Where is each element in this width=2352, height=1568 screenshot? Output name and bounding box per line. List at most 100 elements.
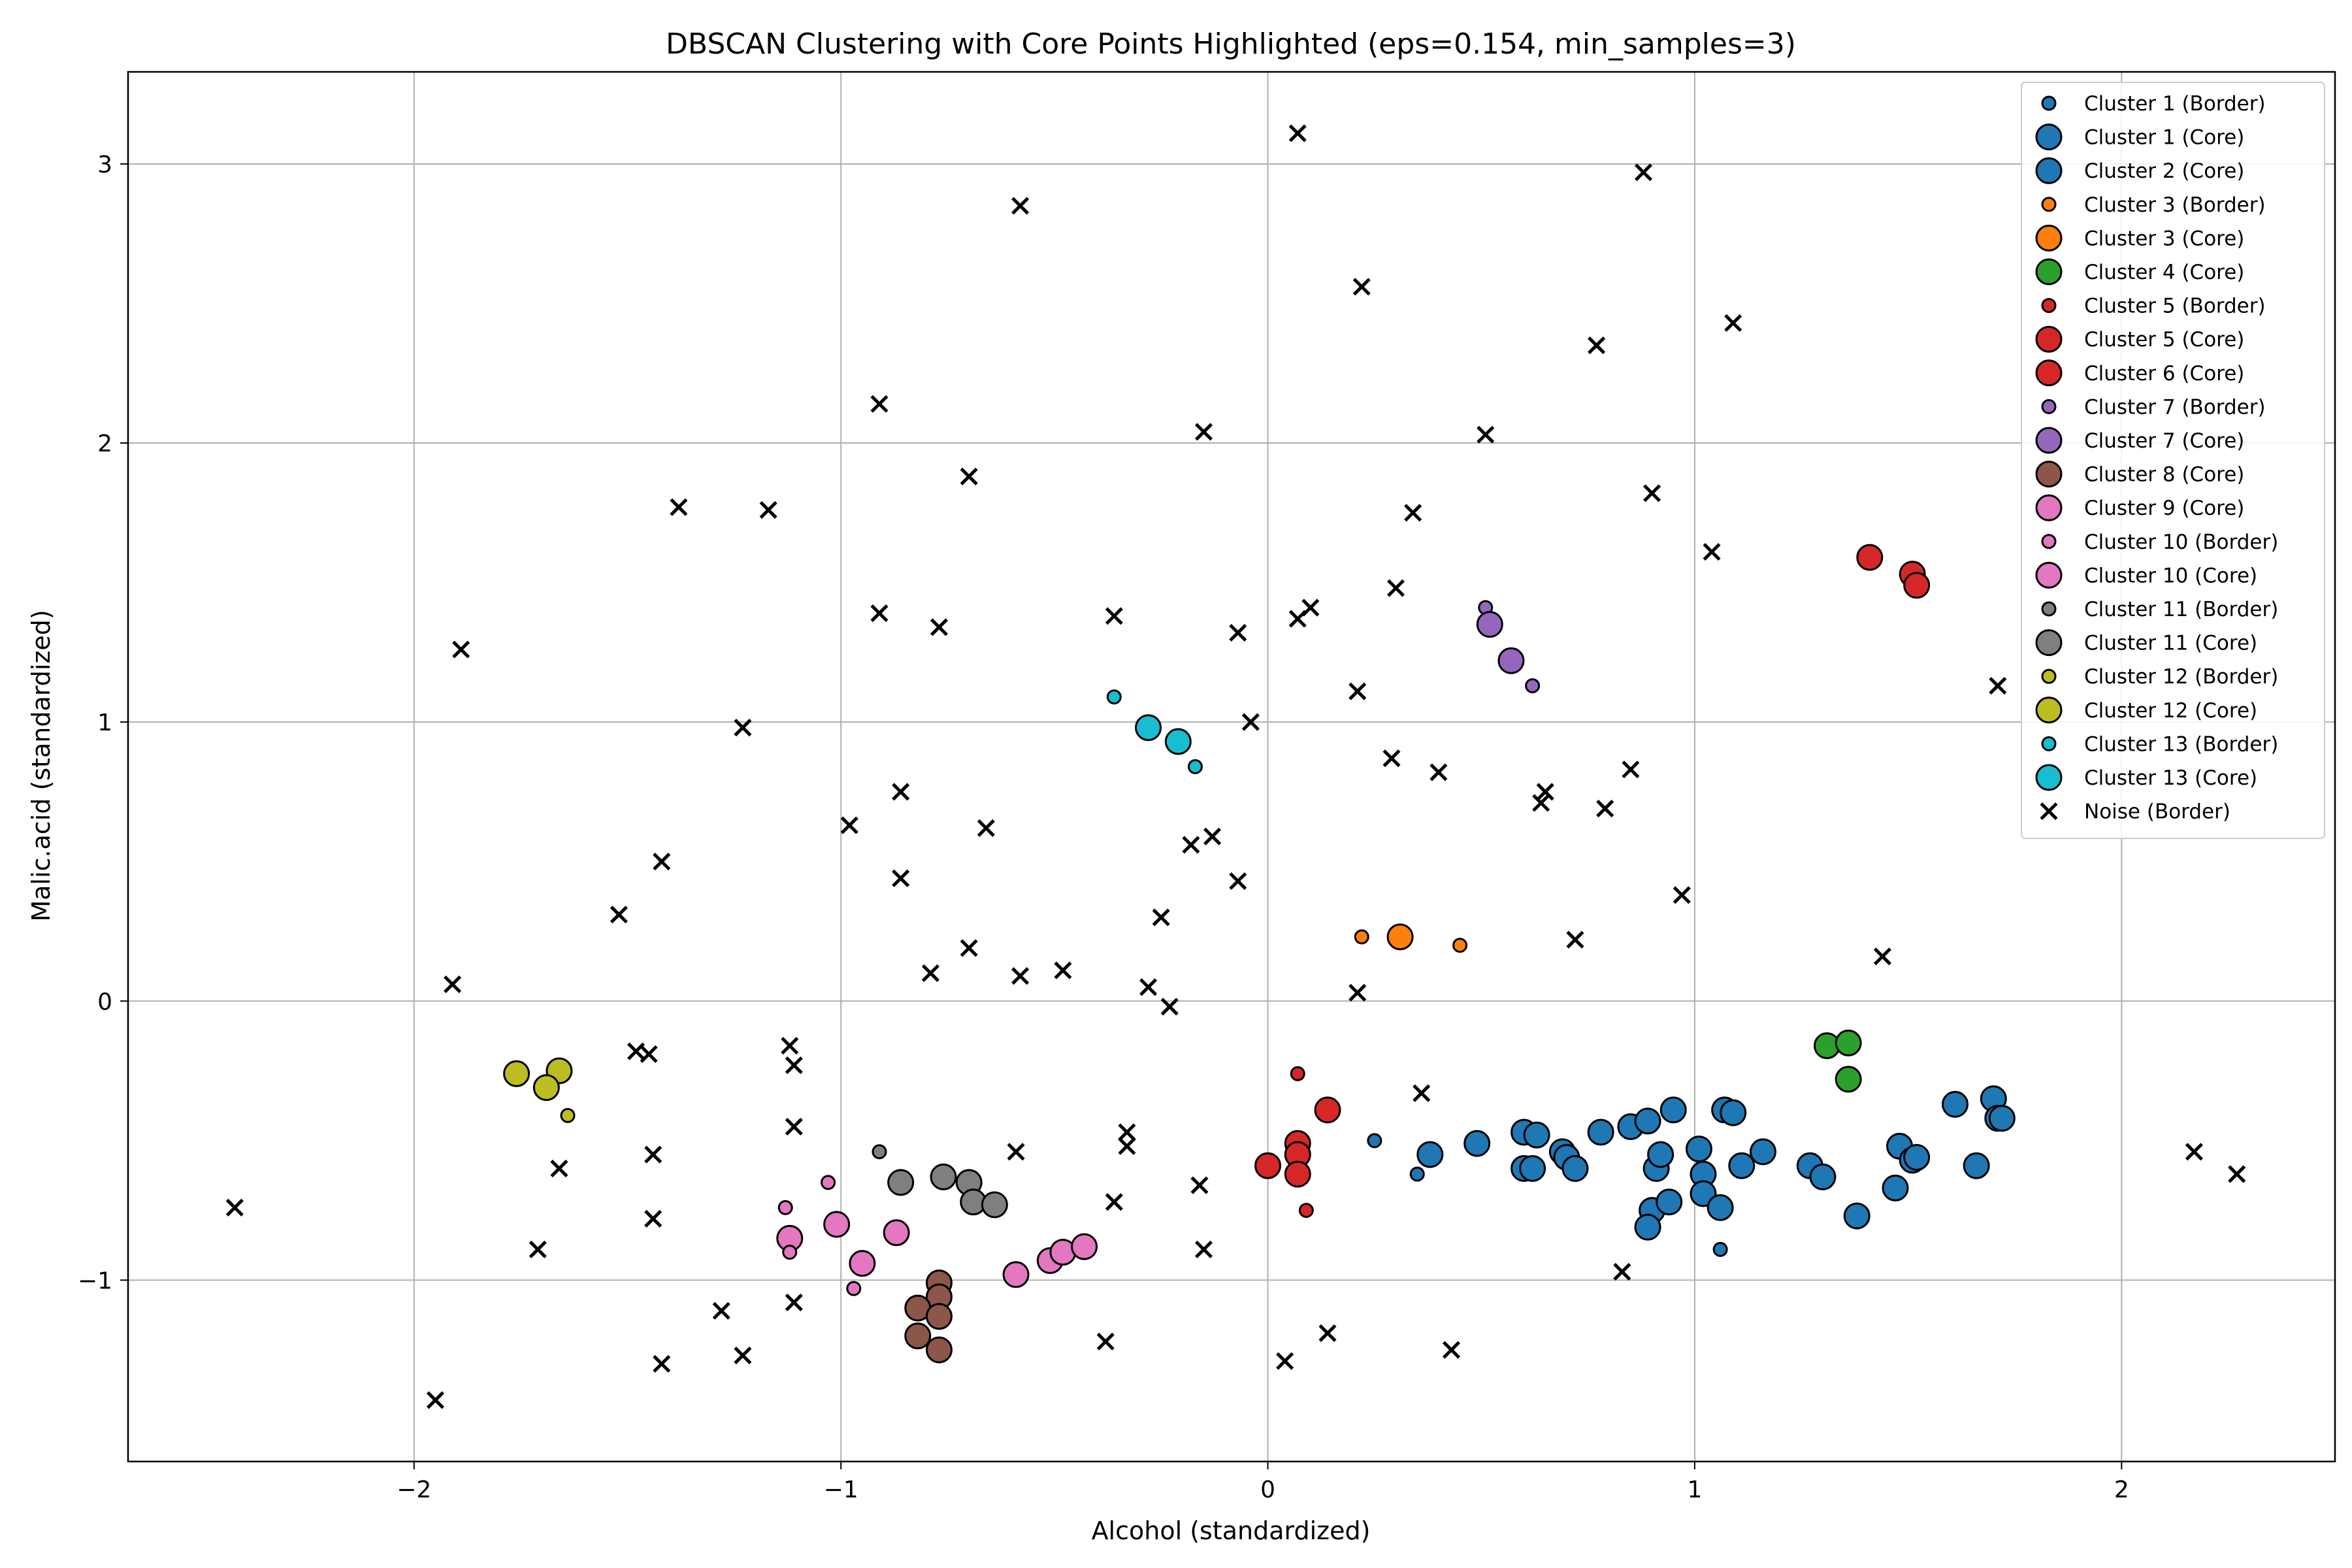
cluster-point [1002,1261,1030,1288]
legend-marker [2041,399,2057,414]
y-tick-label: 1 [97,710,112,736]
noise-point [1442,1341,1461,1359]
cluster-point [925,1303,953,1330]
cluster-point [872,1144,887,1160]
noise-point [977,819,995,837]
legend-label: Cluster 8 (Core) [2084,463,2244,487]
noise-point [1622,760,1640,779]
noise-point [960,467,978,485]
legend-label: Cluster 11 (Border) [2084,598,2278,621]
cluster-point [1523,1121,1550,1149]
noise-point [1989,677,2007,695]
x-tick-label: 2 [2114,1477,2129,1503]
x-tick-label: −1 [824,1477,858,1503]
legend-marker [2041,601,2057,617]
data-points [225,124,2246,1409]
noise-point [1118,1137,1136,1155]
cluster-point [1963,1152,1990,1179]
legend-label: Cluster 1 (Core) [2084,126,2244,150]
cluster-point [1497,647,1525,674]
legend-marker [2035,494,2063,521]
noise-point [960,939,978,957]
noise-point [1477,425,1495,444]
legend-marker [2041,197,2057,212]
cluster-point [1634,1107,1661,1135]
x-axis-label: Alcohol (standardized) [1092,1516,1371,1545]
noise-point [1318,1324,1337,1343]
cluster-point [782,1245,798,1260]
chart-title: DBSCAN Clustering with Core Points Highl… [666,27,1796,61]
y-axis-label: Malic.acid (standardized) [27,610,56,921]
cluster-point [1749,1138,1776,1166]
x-tick-label: 0 [1260,1477,1275,1503]
cluster-point [1386,923,1414,951]
cluster-point [560,1107,576,1123]
noise-point [426,1391,444,1409]
legend-label: Cluster 5 (Border) [2084,295,2266,318]
legend-marker [2041,736,2057,751]
legend-marker [2035,359,2063,387]
noise-point [1203,827,1222,845]
noise-point [1634,163,1653,182]
noise-point [1054,961,1072,979]
noise-point [644,1145,662,1164]
legend-label: Cluster 12 (Core) [2084,699,2257,723]
legend-label: Cluster 1 (Border) [2084,92,2266,116]
legend-label: Cluster 11 (Core) [2084,632,2257,655]
cluster-point [1284,1160,1311,1188]
noise-point [2228,1165,2246,1183]
cluster-point [1656,1188,1683,1216]
noise-point [1566,930,1584,949]
legend-label: Cluster 13 (Core) [2084,766,2257,790]
noise-point [892,869,910,887]
noise-point [1873,947,1891,966]
y-tick-label: −1 [78,1267,112,1294]
noise-point [930,618,948,636]
noise-point [1348,983,1367,1002]
noise-point [1301,598,1320,617]
noise-point [610,906,628,924]
noise-point [2185,1143,2203,1161]
legend-marker [2035,764,2063,791]
legend-marker [2041,298,2057,314]
noise-point [1194,1240,1213,1258]
noise-point [452,640,470,659]
legend-box [2021,82,2325,840]
legend-label: Cluster 7 (Border) [2084,395,2266,419]
legend-marker [2040,802,2058,821]
noise-point [1532,794,1550,812]
noise-point [921,964,939,983]
legend-marker [2041,534,2057,549]
noise-point [1613,1263,1631,1281]
cluster-point [1254,1152,1282,1179]
cluster-point [1298,1203,1314,1218]
cluster-point [1314,1096,1341,1124]
cluster-point [904,1322,932,1350]
cluster-point [1164,728,1192,755]
cluster-point [1106,689,1122,705]
legend-label: Cluster 5 (Core) [2084,328,2244,351]
noise-point [644,1209,662,1228]
cluster-point [1463,1130,1491,1157]
noise-point [840,816,858,834]
cluster-point [1720,1099,1747,1126]
noise-point [1588,336,1606,355]
noise-point [1011,197,1030,215]
noise-point [1352,278,1371,296]
cluster-point [1354,929,1369,945]
cluster-point [1409,1166,1425,1182]
legend: Cluster 1 (Border) Cluster 1 (Core) Cluste… [2021,82,2325,840]
legend-marker [2041,95,2057,111]
noise-point [712,1301,730,1320]
noise-point [640,1045,658,1063]
cluster-point [1519,1155,1546,1183]
cluster-point [1587,1119,1614,1146]
noise-point [785,1056,803,1075]
cluster-point [846,1281,862,1296]
noise-point [1182,836,1200,854]
noise-point [1724,314,1742,332]
cluster-point [1561,1155,1589,1183]
legend-label: Cluster 3 (Core) [2084,227,2244,250]
noise-point [781,1037,799,1055]
